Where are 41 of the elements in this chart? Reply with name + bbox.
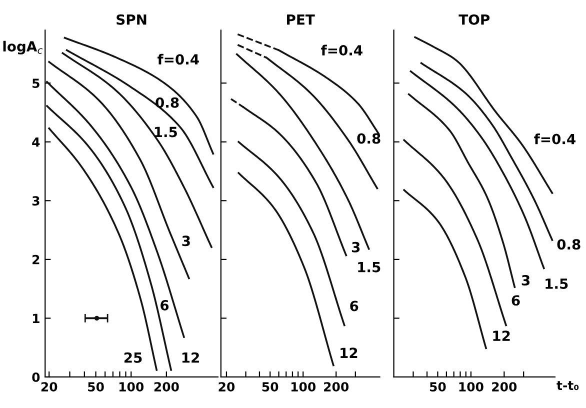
- series-label: 6: [512, 295, 520, 306]
- y-tick-label: 1: [32, 314, 40, 323]
- series-label: f=0.4: [158, 54, 199, 65]
- series-label: 0.8: [557, 239, 580, 250]
- y-tick-label: 4: [32, 138, 40, 147]
- series-label: 6: [350, 300, 358, 312]
- chart-title: TOP: [458, 14, 490, 25]
- x-tick-label: 50: [88, 382, 104, 392]
- series-label: 12: [340, 348, 358, 358]
- series-label: 1.5: [358, 262, 380, 272]
- x-tick-label: 100: [459, 382, 484, 392]
- x-tick-label: 100: [119, 382, 144, 392]
- series-label: 12: [182, 352, 199, 363]
- x-axis-title: t-t₀: [556, 381, 579, 390]
- series-label: 3: [182, 236, 190, 246]
- y-tick-label: 2: [32, 254, 40, 264]
- chart-title: PET: [287, 14, 315, 25]
- series-label: 25: [124, 352, 142, 363]
- series-label: 3: [522, 275, 530, 286]
- series-label: 1.5: [546, 278, 568, 289]
- series-label: 3: [352, 242, 360, 252]
- x-tick-label: 200: [324, 382, 349, 392]
- x-tick-label: 50: [430, 382, 446, 392]
- chart-title: SPN: [116, 14, 146, 25]
- x-tick-label: 200: [154, 382, 179, 392]
- y-axis-title: logA$_{c}$: [3, 40, 42, 54]
- series-label: 1.5: [154, 126, 177, 138]
- x-tick-label: 50: [262, 382, 278, 392]
- series-label: 6: [160, 300, 169, 310]
- series-label: 0.8: [357, 133, 380, 144]
- x-tick-label: 20: [218, 382, 235, 392]
- x-tick-label: 200: [492, 382, 517, 392]
- y-tick-label: 0: [32, 372, 40, 382]
- series-label: f=0.4: [534, 134, 576, 144]
- x-tick-label: 100: [291, 382, 316, 392]
- y-tick-label: 3: [32, 196, 40, 206]
- series-label: f=0.4: [321, 44, 362, 56]
- y-tick-label: 5: [32, 78, 40, 88]
- series-label: 12: [493, 330, 510, 341]
- series-label: 0.8: [156, 97, 179, 108]
- x-tick-label: 20: [41, 382, 58, 392]
